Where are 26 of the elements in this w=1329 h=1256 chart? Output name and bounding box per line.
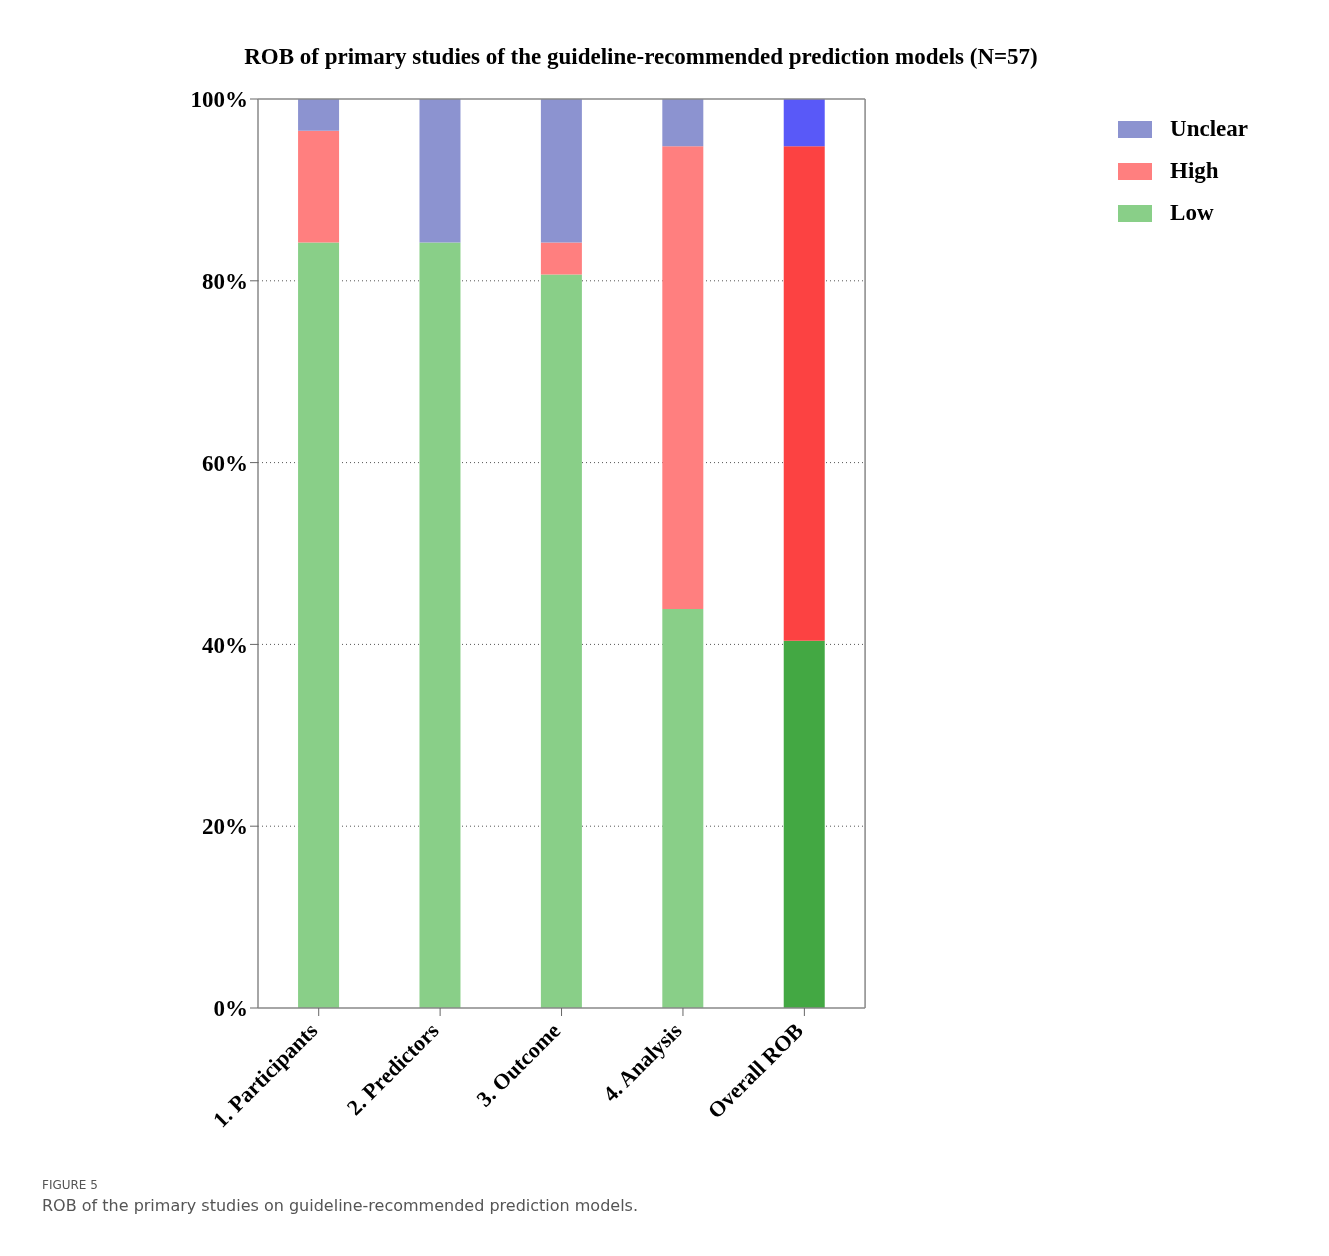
bar — [662, 608, 704, 1008]
bar — [298, 242, 340, 1008]
chart-title: ROB of primary studies of the guideline-recommended prediction models (N=57) — [243, 44, 1039, 70]
bar — [419, 242, 461, 1008]
y-tick-label: 0% — [213, 996, 248, 1022]
bar — [783, 640, 825, 1008]
y-tick-label: 80% — [202, 268, 248, 294]
bar — [540, 99, 582, 243]
text: ROB of the primary studies on guideline-recommended prediction models. — [42, 1196, 639, 1215]
y-tick-label: 20% — [202, 814, 248, 840]
bar — [662, 146, 704, 609]
legend-label: Unclear — [1170, 116, 1248, 142]
bar — [298, 99, 340, 131]
y-tick-label: 100% — [190, 87, 248, 113]
y-tick-label: 60% — [202, 450, 248, 476]
bar — [419, 99, 461, 243]
bar — [540, 242, 582, 275]
caption: FIGURE 5 — [42, 1178, 99, 1192]
bar — [540, 274, 582, 1008]
bar — [298, 130, 340, 243]
bar — [783, 99, 825, 147]
legend-label: High — [1170, 158, 1219, 184]
bar — [662, 99, 704, 147]
bar — [783, 146, 825, 641]
legend-label: Low — [1170, 200, 1214, 226]
y-tick-label: 40% — [202, 632, 248, 658]
